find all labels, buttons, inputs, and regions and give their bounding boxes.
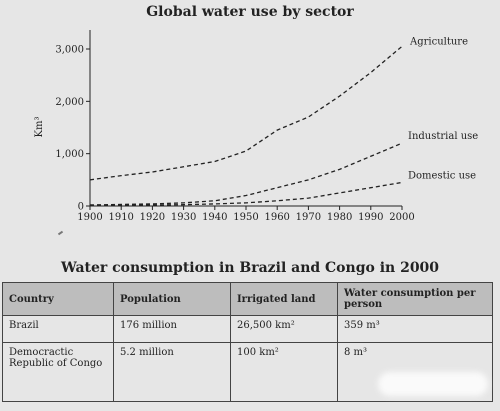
x-tick-label: 1990 xyxy=(358,212,383,223)
cell-irrigated-land: 100 km² xyxy=(230,342,338,402)
y-tick-label: 1,000 xyxy=(55,149,84,160)
blur-patch xyxy=(378,372,488,396)
x-tick-label: 1970 xyxy=(296,212,321,223)
y-tick-label: 2,000 xyxy=(55,97,84,108)
chart-marks: 0 1,000 2,000 3,000 1900 1910 1920 1930 1940 1950… xyxy=(55,36,478,223)
series-label: Domestic use xyxy=(408,170,476,181)
cell-population: 5.2 million xyxy=(113,342,231,402)
table-title: Water consumption in Brazil and Congo in… xyxy=(60,260,440,276)
series-label: Industrial use xyxy=(408,131,478,142)
cell-country: Democractic Republic of Congo xyxy=(2,342,114,402)
x-tick-label: 1920 xyxy=(140,212,165,223)
cell-country: Brazil xyxy=(2,315,114,343)
x-tick-label: 1900 xyxy=(77,212,102,223)
chart-title: Global water use by sector xyxy=(146,4,354,20)
header-population: Population xyxy=(113,282,231,316)
table-row: Brazil 176 million 26,500 km² 359 m³ xyxy=(2,315,493,343)
y-tick-label: 0 xyxy=(78,202,84,213)
header-water-consumption: Water consumption per person xyxy=(337,282,493,316)
table-row: Democractic Republic of Congo 5.2 millio… xyxy=(2,342,493,402)
x-tick-label: 1980 xyxy=(327,212,352,223)
cell-population: 176 million xyxy=(113,315,231,343)
cell-water-consumption: 359 m³ xyxy=(337,315,493,343)
x-tick-label: 1950 xyxy=(233,212,258,223)
y-tick-label: 3,000 xyxy=(55,45,84,56)
x-tick-label: 1940 xyxy=(202,212,227,223)
series-line-agriculture xyxy=(89,45,403,181)
header-country: Country xyxy=(2,282,114,316)
x-tick-label: 1930 xyxy=(171,212,196,223)
line-chart: Km³ 0 1,000 2,000 3,000 1900 1910 1920 1930 1940… xyxy=(34,30,478,223)
x-tick-label: 1910 xyxy=(108,212,133,223)
y-axis-label: Km³ xyxy=(34,117,45,138)
header-irrigated-land: Irrigated land xyxy=(230,282,338,316)
series-label: Agriculture xyxy=(409,36,468,47)
x-tick-label: 1960 xyxy=(264,212,289,223)
x-tick-label: 2000 xyxy=(389,212,414,223)
series-line-industrial-use xyxy=(89,142,403,206)
table-header-row: Country Population Irrigated land Water … xyxy=(2,282,493,316)
series-line-domestic-use xyxy=(89,181,403,207)
cell-irrigated-land: 26,500 km² xyxy=(230,315,338,343)
water-consumption-table: Country Population Irrigated land Water … xyxy=(2,282,493,402)
